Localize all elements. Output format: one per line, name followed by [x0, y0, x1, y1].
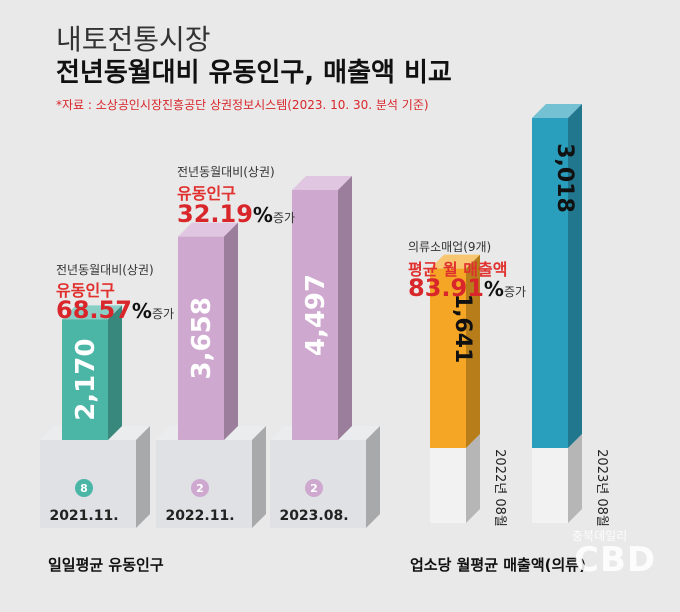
bar-icon-0 — [75, 479, 93, 497]
bar-value-label-1: 3,658 — [187, 297, 217, 379]
bar-2-side — [338, 176, 352, 440]
sales-bar-1 — [532, 104, 582, 448]
category-label-1: 2022.11. — [165, 508, 234, 524]
sales-bar-0-top — [430, 254, 480, 269]
sales-value-label-0: 1,641 — [450, 294, 475, 364]
category-label-0: 2021.11. — [49, 508, 118, 524]
annotation-left-small: 전년동월대비(상권) — [56, 263, 154, 277]
sales-pedestal-0-side — [466, 434, 480, 523]
sales-pedestal-1-side — [568, 434, 582, 523]
sales-bar-0-side — [466, 254, 480, 448]
annotation-mid-label: 유동인구 — [177, 184, 236, 203]
bar-2-top — [292, 176, 352, 190]
sales-category-label-1: 2023년 08월 — [594, 449, 609, 527]
annotation-left-suffix: 증가 — [151, 307, 175, 321]
bar-icon-2 — [305, 479, 323, 497]
bar-2-front — [292, 190, 338, 440]
category-label-2: 2023.08. — [279, 508, 348, 524]
title-line2: 전년동월대비 유동인구, 매출액 비교 — [56, 58, 452, 88]
bar-0-front — [62, 319, 108, 440]
bar-0 — [62, 305, 122, 440]
sales-bar-1-top — [532, 104, 582, 118]
annotation-mid-small: 전년동월대비(상권) — [177, 165, 275, 179]
bar-2 — [292, 176, 352, 440]
bar-icon-text-0: 8 — [80, 482, 88, 495]
bottom-label-left: 일일평균 유동인구 — [48, 556, 164, 574]
bar-icon-1 — [191, 479, 209, 497]
title-line1: 내토전통시장 — [56, 23, 211, 56]
annotation-right-small: 의류소매업(9개) — [408, 240, 492, 254]
pedestal-2-side — [366, 426, 380, 528]
sales-value-label-1: 3,018 — [552, 143, 577, 213]
pedestal-0-side — [136, 426, 150, 528]
sales-bar-0-front — [430, 268, 466, 448]
bar-value-label-0: 2,170 — [71, 339, 101, 421]
annotation-mid-value: 32.19%증가 — [177, 200, 295, 228]
annotation-left-unit: % — [131, 299, 152, 323]
annotation-right-label: 평균 월 매출액 — [408, 260, 508, 279]
sales-bar-1-front — [532, 118, 568, 448]
bar-icon-text-2: 2 — [310, 482, 318, 495]
bar-1-front — [178, 236, 224, 440]
sales-bar-0 — [430, 254, 480, 448]
annotation-mid-suffix: 증가 — [272, 211, 296, 225]
watermark-logo: CBD — [574, 540, 657, 580]
annotation-right-number: 83.91 — [408, 274, 484, 302]
annotation-left-value: 68.57%증가 — [56, 296, 174, 324]
annotation-right-suffix: 증가 — [503, 285, 527, 299]
bar-icon-text-1: 2 — [196, 482, 204, 495]
bar-0-top — [62, 305, 122, 320]
sales-pedestal-1-front — [532, 448, 568, 523]
bar-0-side — [108, 305, 122, 440]
bottom-label-right: 업소당 월평균 매출액(의류) — [410, 556, 586, 574]
sales-bar-1-side — [568, 104, 582, 448]
bar-1-top — [178, 222, 238, 237]
bar-1-side — [224, 222, 238, 440]
bar-value-label-2: 4,497 — [301, 274, 331, 356]
pedestal-1-side — [252, 426, 266, 528]
annotation-right-value: 83.91%증가 — [408, 274, 526, 302]
annotation-right-unit: % — [483, 277, 504, 301]
watermark-sub: 충북데일리 — [572, 529, 628, 543]
source-note: *자료 : 소상공인시장진흥공단 상권정보시스템(2023. 10. 30. 분… — [56, 98, 429, 112]
annotation-left-label: 유동인구 — [56, 281, 115, 300]
annotation-mid-number: 32.19 — [177, 200, 253, 228]
bar-1 — [178, 222, 238, 440]
annotation-mid-unit: % — [252, 203, 273, 227]
sales-category-label-0: 2022년 08월 — [492, 449, 507, 527]
annotation-left-number: 68.57 — [56, 296, 132, 324]
sales-pedestal-0-front — [430, 448, 466, 523]
